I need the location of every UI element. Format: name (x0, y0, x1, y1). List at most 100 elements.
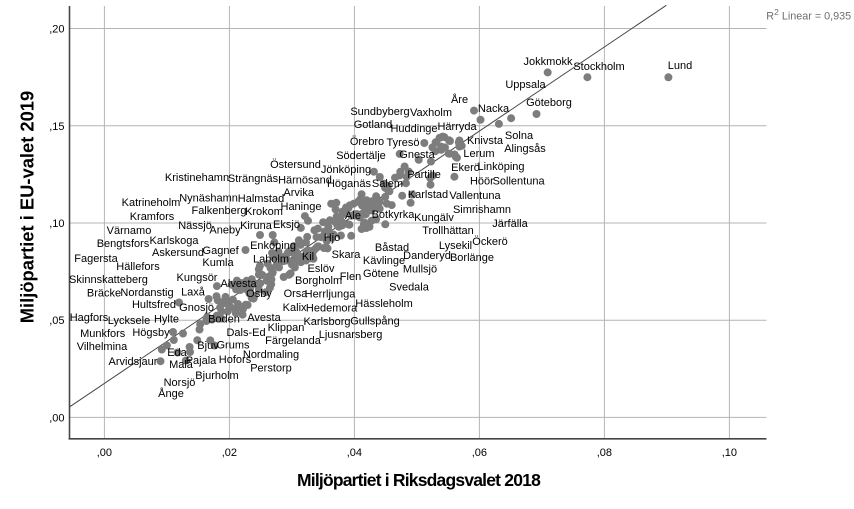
svg-text:,02: ,02 (222, 447, 237, 459)
svg-text:Nynäshamn: Nynäshamn (179, 193, 238, 205)
svg-text:Solna: Solna (505, 130, 534, 142)
svg-text:Hässleholm: Hässleholm (355, 298, 412, 310)
svg-text:Kalix: Kalix (283, 302, 307, 314)
svg-text:,04: ,04 (347, 447, 362, 459)
svg-text:Orsa: Orsa (284, 288, 309, 300)
svg-text:Vallentuna: Vallentuna (449, 190, 501, 202)
svg-text:Katrineholm: Katrineholm (122, 197, 181, 209)
svg-text:Knivsta: Knivsta (467, 135, 504, 147)
svg-text:Kiruna: Kiruna (240, 220, 273, 232)
svg-text:Kumla: Kumla (202, 257, 234, 269)
svg-text:Danderyd: Danderyd (403, 250, 451, 262)
svg-text:Örebro: Örebro (350, 136, 384, 148)
svg-text:R2 Linear = 0,935: R2 Linear = 0,935 (766, 7, 851, 23)
svg-text:Arvidsjaur: Arvidsjaur (109, 356, 158, 368)
svg-text:Ljusnarsberg: Ljusnarsberg (319, 329, 383, 341)
svg-text:Höganäs: Höganäs (327, 178, 372, 190)
svg-text:Eda: Eda (167, 347, 187, 359)
svg-text:Botkyrka: Botkyrka (372, 209, 416, 221)
svg-text:Ånge: Ånge (158, 387, 184, 400)
svg-text:Jokkmokk: Jokkmokk (524, 56, 573, 68)
svg-text:Sundbyberg: Sundbyberg (350, 106, 409, 118)
svg-text:Avesta: Avesta (247, 312, 281, 324)
svg-text:Flen: Flen (340, 271, 361, 283)
svg-text:Halmstad: Halmstad (238, 193, 284, 205)
svg-text:Grums: Grums (217, 340, 251, 352)
svg-text:Borgholm: Borgholm (295, 275, 342, 287)
svg-text:Laxå: Laxå (181, 287, 206, 299)
svg-text:Ale: Ale (345, 210, 361, 222)
svg-text:Boden: Boden (208, 314, 240, 326)
svg-text:Östersund: Östersund (270, 159, 321, 171)
svg-text:Bengtsfors: Bengtsfors (97, 238, 150, 250)
svg-text:Klippan: Klippan (268, 322, 305, 334)
svg-text:Kävlinge: Kävlinge (363, 255, 405, 267)
svg-text:Öckerö: Öckerö (472, 236, 507, 248)
svg-text:Kramfors: Kramfors (130, 211, 175, 223)
svg-text:,05: ,05 (49, 315, 64, 327)
svg-text:,08: ,08 (597, 447, 612, 459)
svg-text:Kungsör: Kungsör (177, 272, 218, 284)
svg-text:Bräcke: Bräcke (87, 288, 121, 300)
svg-text:Karlsborg: Karlsborg (303, 316, 350, 328)
svg-text:Tyresö: Tyresö (386, 137, 419, 149)
svg-text:Alvesta: Alvesta (221, 278, 258, 290)
svg-text:Askersund: Askersund (152, 247, 204, 259)
svg-text:Bjurholm: Bjurholm (195, 370, 238, 382)
svg-text:Munkfors: Munkfors (80, 328, 126, 340)
svg-text:Krokom: Krokom (245, 206, 283, 218)
svg-text:Järfälla: Järfälla (492, 218, 528, 230)
svg-text:Fagersta: Fagersta (74, 253, 118, 265)
svg-text:Bjuv: Bjuv (197, 340, 219, 352)
svg-text:Södertälje: Södertälje (336, 150, 386, 162)
svg-text:Lerum: Lerum (463, 148, 494, 160)
svg-text:Pajala: Pajala (186, 355, 217, 367)
svg-text:Nässjö: Nässjö (178, 220, 212, 232)
svg-text:Herrljunga: Herrljunga (305, 289, 357, 301)
svg-text:,20: ,20 (49, 24, 64, 36)
svg-text:Nordmaling: Nordmaling (243, 349, 299, 361)
svg-text:Jönköping: Jönköping (321, 164, 371, 176)
svg-text:Sollentuna: Sollentuna (493, 175, 546, 187)
svg-text:Skinnskatteberg: Skinnskatteberg (69, 274, 148, 286)
svg-text:,06: ,06 (472, 447, 487, 459)
svg-text:Kungälv: Kungälv (414, 212, 454, 224)
svg-text:Falkenberg: Falkenberg (191, 205, 246, 217)
svg-text:Hofors: Hofors (219, 354, 252, 366)
svg-text:Härryda: Härryda (437, 121, 477, 133)
svg-text:Åre: Åre (451, 93, 468, 106)
svg-text:Hylte: Hylte (154, 314, 179, 326)
svg-text:,10: ,10 (722, 447, 737, 459)
svg-text:Värnamo: Värnamo (107, 225, 152, 237)
svg-text:Lund: Lund (668, 60, 692, 72)
svg-text:Nordanstig: Nordanstig (120, 287, 173, 299)
svg-text:Enköping: Enköping (250, 240, 296, 252)
svg-text:Miljöpartiet i EU-valet 2019: Miljöpartiet i EU-valet 2019 (17, 91, 38, 323)
svg-text:Haninge: Haninge (281, 201, 322, 213)
svg-text:Färgelanda: Färgelanda (265, 335, 322, 347)
svg-text:Borlänge: Borlänge (450, 252, 494, 264)
svg-text:Gnesta: Gnesta (399, 149, 435, 161)
svg-text:Båstad: Båstad (375, 242, 409, 254)
svg-text:Gagnef: Gagnef (203, 245, 240, 257)
svg-text:Lycksele: Lycksele (108, 315, 150, 327)
svg-text:Alingsås: Alingsås (504, 143, 546, 155)
svg-text:Härnösand: Härnösand (278, 175, 332, 187)
svg-text:Osby: Osby (246, 288, 272, 300)
svg-text:Huddinge: Huddinge (390, 123, 437, 135)
svg-text:Norsjö: Norsjö (164, 377, 196, 389)
svg-text:Nacka: Nacka (478, 103, 510, 115)
svg-text:,00: ,00 (97, 447, 112, 459)
svg-text:,15: ,15 (49, 121, 64, 133)
svg-text:Stockholm: Stockholm (573, 61, 624, 73)
svg-text:Hedemora: Hedemora (306, 303, 358, 315)
svg-text:Ekerö: Ekerö (451, 162, 480, 174)
svg-text:Arvika: Arvika (283, 187, 314, 199)
svg-text:Gnosjö: Gnosjö (179, 302, 214, 314)
svg-text:Hällefors: Hällefors (116, 261, 160, 273)
svg-text:Simrishamn: Simrishamn (453, 204, 511, 216)
svg-text:Linköping: Linköping (477, 161, 524, 173)
svg-text:Högsby: Högsby (132, 327, 170, 339)
svg-text:,10: ,10 (49, 218, 64, 230)
svg-text:,00: ,00 (49, 412, 64, 424)
